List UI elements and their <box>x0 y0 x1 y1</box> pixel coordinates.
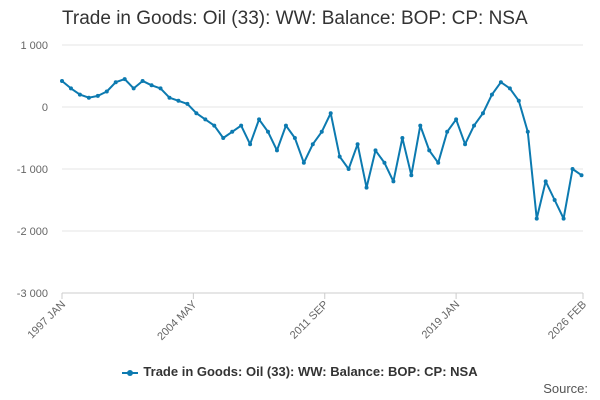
data-point[interactable] <box>543 179 548 184</box>
data-point[interactable] <box>149 83 154 88</box>
data-point[interactable] <box>68 86 73 91</box>
data-point[interactable] <box>77 92 82 97</box>
data-point[interactable] <box>373 148 378 153</box>
data-point[interactable] <box>498 80 503 85</box>
data-point[interactable] <box>355 142 360 147</box>
data-point[interactable] <box>400 136 405 140</box>
data-point[interactable] <box>212 123 217 128</box>
data-point[interactable] <box>579 173 584 178</box>
data-point[interactable] <box>319 129 324 134</box>
data-point[interactable] <box>221 136 226 140</box>
data-point[interactable] <box>86 95 91 100</box>
data-point[interactable] <box>60 78 64 83</box>
series-layer <box>60 77 584 221</box>
y-tick-label: 1 000 <box>20 40 48 52</box>
chart-title: Trade in Goods: Oil (33): WW: Balance: B… <box>62 8 528 29</box>
legend-line-icon <box>122 368 139 378</box>
data-point[interactable] <box>570 167 575 171</box>
data-point[interactable] <box>203 117 208 122</box>
y-tick-label: 0 <box>42 102 48 114</box>
x-tick-label: 2026 FEB <box>546 299 589 342</box>
data-point[interactable] <box>427 148 432 153</box>
data-point[interactable] <box>266 129 271 134</box>
data-point[interactable] <box>472 123 477 128</box>
data-point[interactable] <box>301 160 306 165</box>
data-point[interactable] <box>391 179 396 184</box>
data-point[interactable] <box>534 216 539 221</box>
source-label: Source: <box>543 381 588 396</box>
data-point[interactable] <box>230 129 235 134</box>
data-point[interactable] <box>158 86 163 91</box>
data-point[interactable] <box>328 111 333 116</box>
data-point[interactable] <box>454 117 459 122</box>
x-tick-label: 2011 SEP <box>288 299 331 342</box>
y-tick-label: -3 000 <box>17 288 48 300</box>
data-point[interactable] <box>346 167 351 171</box>
data-point[interactable] <box>552 198 557 202</box>
x-tick-label: 2019 JAN <box>420 299 463 342</box>
data-point[interactable] <box>274 148 279 153</box>
data-point[interactable] <box>140 78 145 83</box>
data-point[interactable] <box>167 95 172 100</box>
data-point[interactable] <box>122 77 127 82</box>
data-point[interactable] <box>463 142 468 147</box>
data-point[interactable] <box>409 173 414 178</box>
data-point[interactable] <box>185 101 190 106</box>
data-point[interactable] <box>364 185 369 190</box>
data-point[interactable] <box>257 117 262 122</box>
series-line[interactable] <box>61 78 583 220</box>
data-point[interactable] <box>516 98 521 103</box>
data-point[interactable] <box>480 111 485 116</box>
data-point[interactable] <box>194 111 199 116</box>
data-point[interactable] <box>337 154 342 159</box>
data-point[interactable] <box>113 80 118 85</box>
data-point[interactable] <box>561 216 566 221</box>
x-tick-label: 1997 JAN <box>25 299 68 342</box>
data-point[interactable] <box>104 89 109 94</box>
data-point[interactable] <box>445 129 450 134</box>
data-point[interactable] <box>283 123 288 128</box>
data-point[interactable] <box>382 160 387 165</box>
data-point[interactable] <box>507 86 512 91</box>
y-tick-label: -1 000 <box>17 164 48 176</box>
legend-label: Trade in Goods: Oil (33): WW: Balance: B… <box>143 364 478 379</box>
data-point[interactable] <box>418 123 423 128</box>
x-tick-label: 2004 MAY <box>155 298 200 343</box>
data-point[interactable] <box>176 98 181 103</box>
data-point[interactable] <box>95 93 100 98</box>
data-point[interactable] <box>292 136 297 140</box>
data-point[interactable] <box>131 86 136 91</box>
legend[interactable]: Trade in Goods: Oil (33): WW: Balance: B… <box>0 364 600 379</box>
data-point[interactable] <box>248 142 253 147</box>
data-point[interactable] <box>310 142 315 147</box>
data-point[interactable] <box>525 129 530 134</box>
data-point[interactable] <box>436 160 441 165</box>
y-tick-label: -2 000 <box>17 226 48 238</box>
data-point[interactable] <box>489 92 494 97</box>
data-point[interactable] <box>239 123 244 128</box>
